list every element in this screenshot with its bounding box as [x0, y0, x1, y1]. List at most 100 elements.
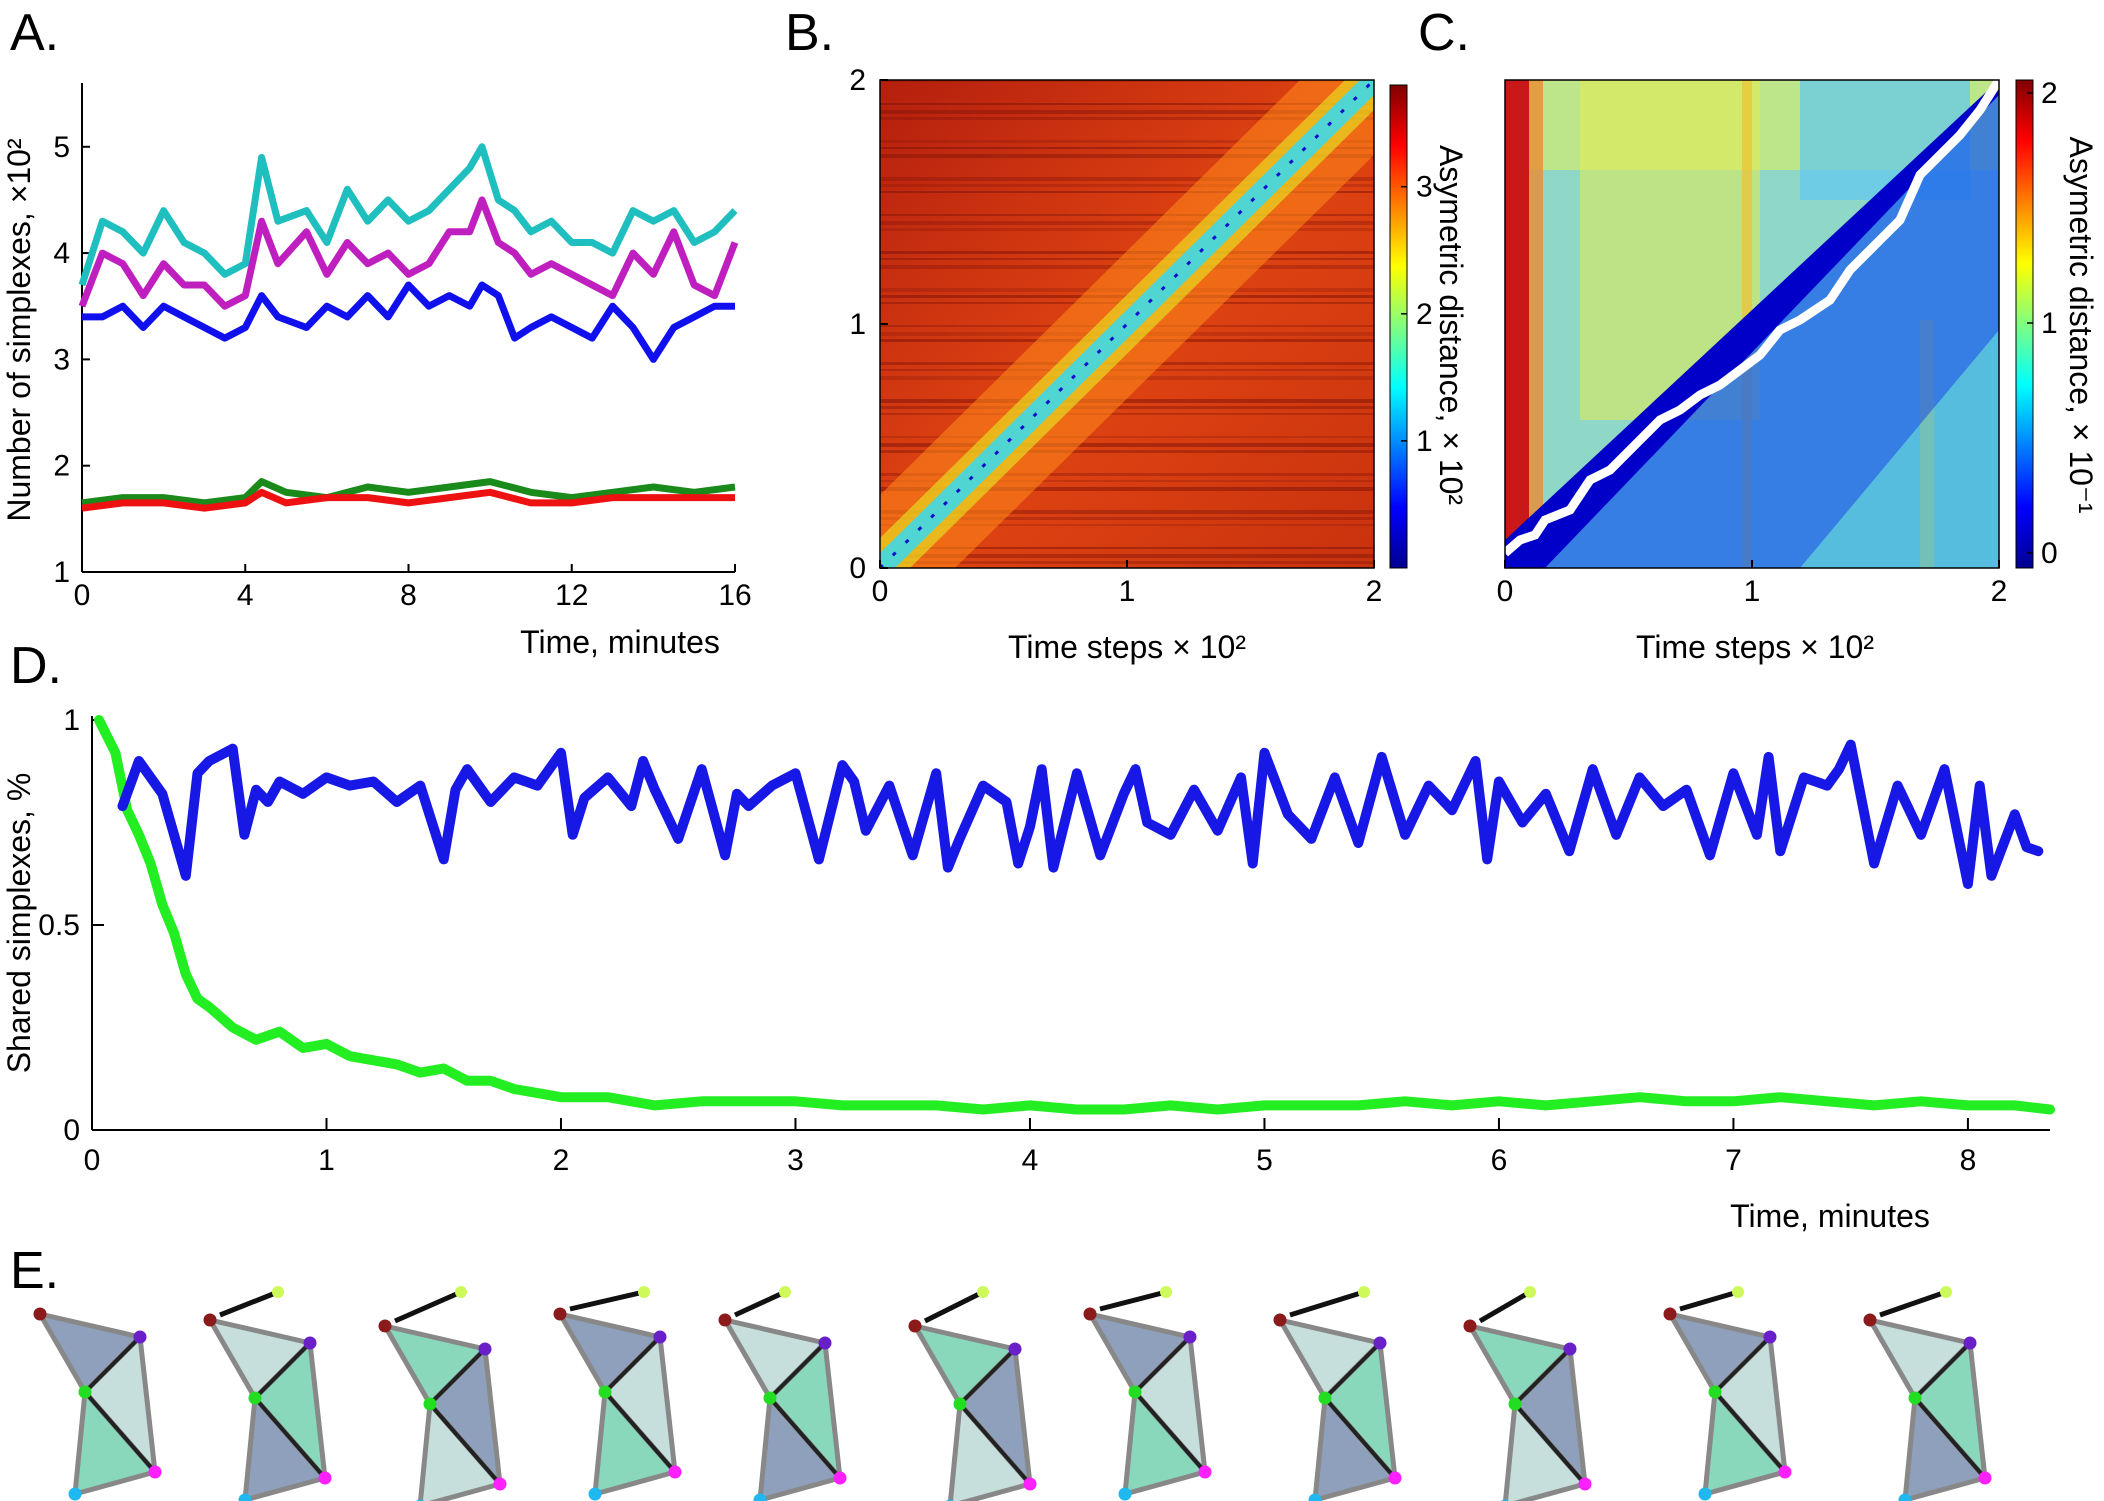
complex-node — [1963, 1336, 1977, 1350]
complex-edge — [1879, 1289, 1947, 1318]
complex-node — [1373, 1336, 1387, 1350]
complex-node — [133, 1330, 147, 1344]
panel-b-texture-row — [880, 473, 1374, 476]
panel-c-x-tick-label: 2 — [1991, 575, 2008, 608]
complex-node — [1524, 1286, 1536, 1298]
panel-b-x-tick-label: 2 — [1366, 575, 1383, 608]
complex-node — [248, 1391, 262, 1405]
complex-node — [318, 1471, 332, 1485]
complex-edge — [428, 1347, 487, 1406]
panel-d-y-tick-label: 0 — [63, 1114, 80, 1147]
panel-d-series-1 — [117, 739, 2044, 889]
complex-node — [68, 1487, 82, 1501]
complex-edge — [1913, 1341, 1972, 1400]
panel-b-texture-row — [880, 450, 1374, 453]
complex-node — [378, 1319, 392, 1333]
complex-node — [1358, 1286, 1370, 1298]
complex-node — [1388, 1471, 1402, 1485]
complex-node — [553, 1307, 567, 1321]
panel-a-x-tick-label: 12 — [555, 579, 588, 612]
complex-3 — [378, 1286, 507, 1501]
complex-node — [1978, 1471, 1992, 1485]
panel-b-y-tick-label: 1 — [849, 308, 866, 341]
panel-b-colorbar-label: Asymetric distance, × 10² — [1433, 145, 1469, 505]
complex-node — [1763, 1330, 1777, 1344]
panel-letter-b: B. — [785, 4, 834, 62]
complex-edge — [428, 1402, 502, 1486]
panel-c-colorbar-tick-label: 2 — [2041, 77, 2058, 110]
panel-d-x-tick-label: 8 — [1960, 1144, 1977, 1177]
panel-b-texture-row — [880, 228, 1374, 231]
complex-node — [1508, 1397, 1522, 1411]
complex-edge — [1713, 1390, 1787, 1474]
panel-b-texture-row — [880, 147, 1374, 149]
panel-d-y-tick-label: 1 — [63, 704, 80, 737]
complex-node — [1183, 1330, 1197, 1344]
panel-c-x-tick-label: 0 — [1497, 575, 1514, 608]
complex-node — [1318, 1391, 1332, 1405]
panel-d-x-tick-label: 4 — [1022, 1144, 1039, 1177]
panel-d-x-tick-label: 7 — [1725, 1144, 1742, 1177]
panel-a-series-5 — [81, 488, 735, 512]
complex-node — [455, 1286, 467, 1298]
panel-d-y-tick-label: 0.5 — [38, 909, 80, 942]
panel-b-x-label: Time steps × 10² — [1008, 629, 1246, 665]
complex-node — [1578, 1477, 1592, 1491]
complex-node — [1273, 1313, 1287, 1327]
panel-letter-e: E. — [10, 1242, 59, 1300]
panel-b-texture-row — [880, 80, 1374, 82]
complex-11 — [1863, 1286, 1992, 1501]
panel-d-x-tick-label: 5 — [1256, 1144, 1273, 1177]
panel-letter-a: A. — [10, 4, 59, 62]
complex-node — [779, 1286, 791, 1298]
complex-edge — [83, 1335, 142, 1394]
complex-6 — [908, 1286, 1037, 1501]
panel-b-texture-row — [880, 517, 1374, 520]
complex-node — [1198, 1465, 1212, 1479]
complex-edge — [569, 1289, 645, 1312]
panel-b-heatmap: 0 1 2 0 1 2 1 2 3 Time steps × 10² Asymetric di… — [849, 64, 1469, 665]
complex-7 — [1083, 1286, 1212, 1501]
complex-node — [1708, 1385, 1722, 1399]
complex-node — [1128, 1385, 1142, 1399]
complex-node — [588, 1487, 602, 1501]
panel-c-x-tick-label: 1 — [1744, 575, 1761, 608]
complex-8 — [1273, 1286, 1402, 1501]
panel-c-diagonal-gap — [1505, 80, 1999, 557]
panel-b-texture-row — [880, 480, 1374, 482]
complex-node — [78, 1385, 92, 1399]
panel-b-colorbar-tick-label: 2 — [1416, 298, 1433, 331]
complex-edge — [603, 1390, 677, 1474]
complex-1 — [33, 1307, 162, 1501]
complex-edge — [1478, 1289, 1532, 1324]
panel-b-diagonal-line — [880, 80, 1374, 568]
complex-node — [1023, 1477, 1037, 1491]
panel-b-texture-row — [880, 443, 1374, 447]
complex-edge — [219, 1289, 279, 1318]
complex-edge — [1323, 1341, 1382, 1400]
complex-node — [33, 1307, 47, 1321]
panel-a-y-label: Number of simplexes, ×10² — [1, 138, 37, 522]
panel-a-y-tick-label: 4 — [53, 237, 70, 270]
complex-node — [753, 1493, 767, 1501]
panel-b-y-tick-label: 0 — [849, 552, 866, 585]
panel-e-simplicial-complexes — [33, 1286, 1992, 1501]
panel-d-x-tick-label: 1 — [318, 1144, 335, 1177]
complex-node — [977, 1286, 989, 1298]
complex-node — [478, 1342, 492, 1356]
complex-edge — [1713, 1335, 1772, 1394]
complex-node — [1698, 1487, 1712, 1501]
complex-node — [1083, 1307, 1097, 1321]
panel-b-texture-row — [880, 140, 1374, 143]
complex-node — [203, 1313, 217, 1327]
complex-5 — [718, 1286, 847, 1501]
complex-node — [818, 1336, 832, 1350]
complex-4 — [553, 1286, 682, 1501]
complex-edge — [733, 1289, 787, 1318]
panel-b-colorbar-tick-label: 3 — [1416, 171, 1433, 204]
panel-d-x-tick-label: 0 — [84, 1144, 101, 1177]
panel-a-x-tick-label: 4 — [237, 579, 254, 612]
panel-letter-c: C. — [1418, 4, 1470, 62]
panel-c-orange-column — [1529, 80, 1543, 568]
